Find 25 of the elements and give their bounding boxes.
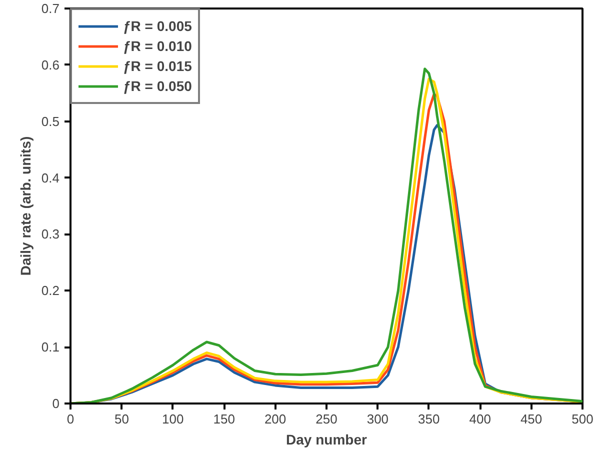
y-axis-title: Daily rate (arb. units) <box>17 136 34 276</box>
legend-label: ƒR = 0.015 <box>123 58 192 74</box>
x-tick-label: 300 <box>366 412 389 426</box>
legend-label: ƒR = 0.005 <box>123 18 192 34</box>
x-tick-label: 400 <box>469 412 491 426</box>
x-tick-label: 0 <box>66 412 74 426</box>
y-tick-label: 0.6 <box>41 57 60 72</box>
x-axis-title: Day number <box>286 432 368 448</box>
x-tick-label: 50 <box>114 412 129 426</box>
x-tick-label: 100 <box>162 412 184 426</box>
y-tick-label: 0.2 <box>41 283 60 298</box>
y-tick-label: 0 <box>52 396 60 411</box>
legend-label: ƒR = 0.010 <box>123 38 192 54</box>
y-tick-label: 0.3 <box>41 226 60 242</box>
x-tick-label: 450 <box>520 412 542 426</box>
x-tick-label: 350 <box>418 412 440 426</box>
y-tick-label: 0.1 <box>41 340 60 355</box>
y-tick-label: 0.4 <box>41 170 60 186</box>
x-tick-label: 150 <box>213 412 235 426</box>
legend-label: ƒR = 0.050 <box>123 78 192 94</box>
y-tick-label: 0.7 <box>41 1 60 16</box>
x-tick-label: 200 <box>264 412 286 426</box>
y-tick-label: 0.5 <box>41 114 60 129</box>
x-tick-label: 250 <box>316 412 338 426</box>
x-tick-label: 500 <box>572 412 594 426</box>
